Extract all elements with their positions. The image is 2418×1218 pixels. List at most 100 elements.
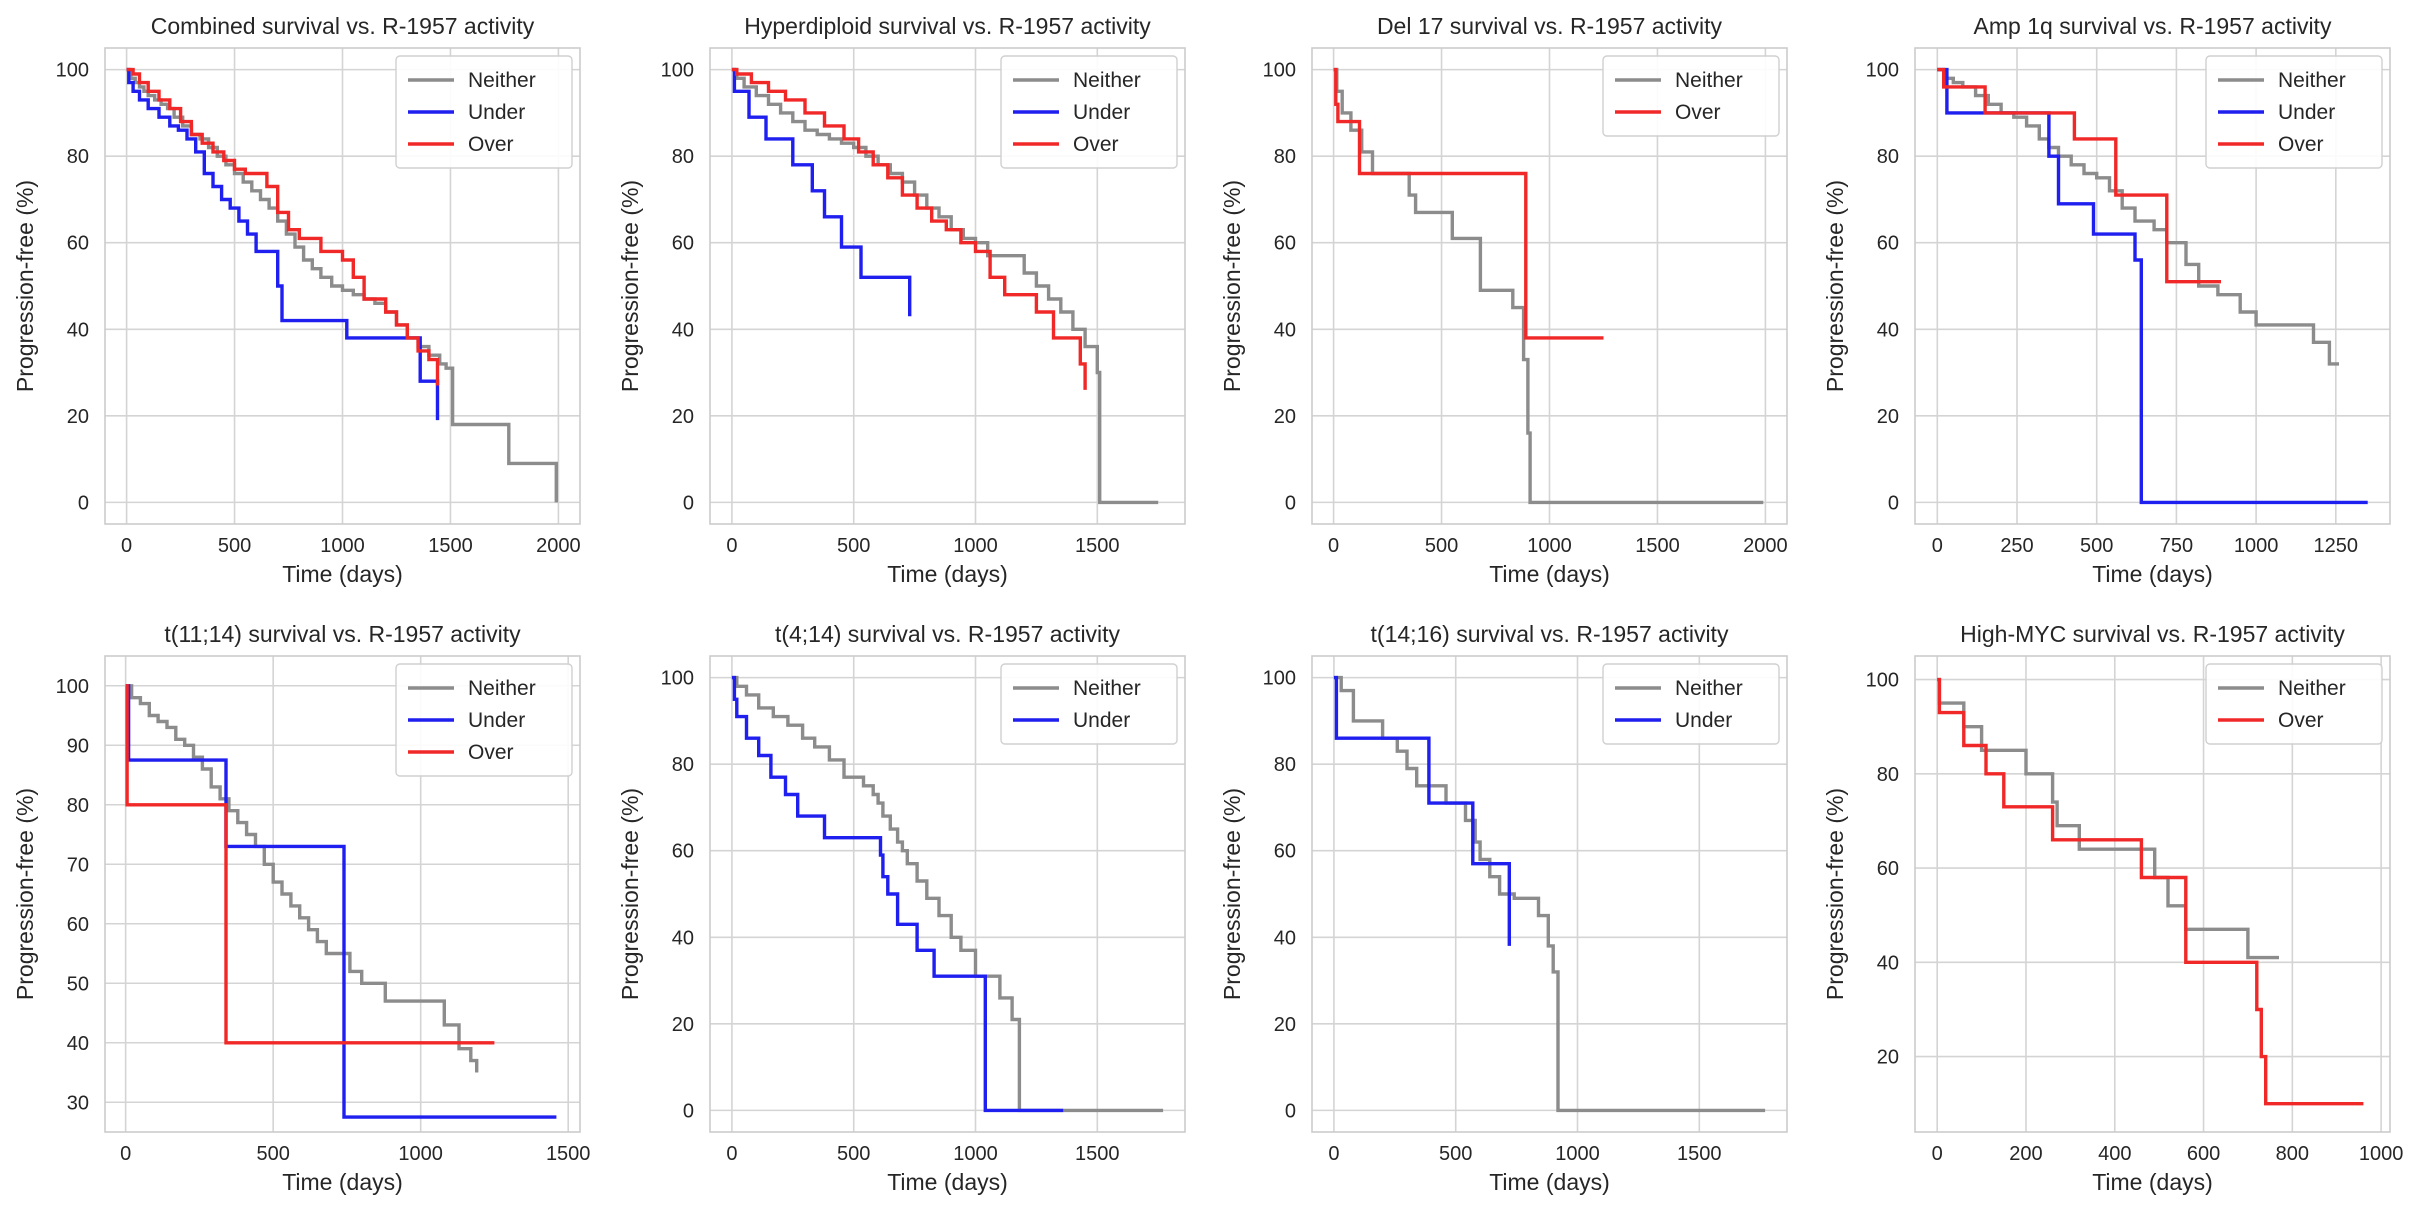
y-axis-label: Progression-free (%) — [12, 180, 38, 392]
y-tick-label: 60 — [672, 233, 694, 255]
legend-label: Neither — [1675, 677, 1743, 700]
y-tick-label: 20 — [1274, 406, 1296, 428]
chart-title: t(14;16) survival vs. R-1957 activity — [1371, 621, 1729, 647]
y-tick-label: 100 — [1263, 668, 1296, 690]
x-tick-label: 1000 — [953, 535, 998, 557]
y-tick-label: 100 — [1866, 60, 1899, 82]
y-tick-label: 100 — [1866, 670, 1899, 692]
x-axis-label: Time (days) — [282, 561, 403, 587]
x-tick-label: 200 — [2009, 1143, 2042, 1165]
y-tick-label: 40 — [672, 319, 694, 341]
legend-label: Neither — [468, 69, 536, 92]
x-tick-label: 2000 — [536, 535, 581, 557]
y-tick-label: 60 — [1274, 233, 1296, 255]
survival-panel: 0 500 1000 1500 2000 0 20 40 60 80 100 Combined sur… — [12, 13, 581, 587]
y-tick-label: 0 — [683, 492, 694, 514]
plot-frame — [709, 655, 1186, 1133]
x-tick-label: 1000 — [1527, 535, 1572, 557]
y-tick-label: 80 — [1274, 754, 1296, 776]
plot-frame — [1311, 47, 1788, 525]
survival-curve-neither — [125, 684, 479, 1073]
survival-curve-over — [1937, 677, 2364, 1106]
x-tick-label: 1250 — [2314, 535, 2359, 557]
x-tick-label: 750 — [2160, 535, 2193, 557]
x-tick-label: 0 — [726, 535, 737, 557]
x-tick-label: 250 — [2000, 535, 2033, 557]
survival-panel: 0 500 1000 1500 0 20 40 60 80 100 Hyperdiploid sur… — [617, 13, 1186, 587]
y-tick-label: 80 — [672, 754, 694, 776]
legend-label: Neither — [1675, 69, 1743, 92]
x-tick-label: 800 — [2276, 1143, 2309, 1165]
plot-frame — [1914, 47, 2391, 525]
plot-frame — [104, 47, 581, 525]
legend-label: Neither — [468, 677, 536, 700]
y-tick-label: 20 — [1274, 1014, 1296, 1036]
x-tick-label: 1500 — [546, 1143, 591, 1165]
y-axis-label: Progression-free (%) — [617, 180, 643, 392]
x-tick-label: 1000 — [320, 535, 365, 557]
y-tick-label: 60 — [1274, 841, 1296, 863]
x-axis-label: Time (days) — [2092, 561, 2213, 587]
legend: Neither Under — [1000, 663, 1178, 745]
y-tick-label: 100 — [56, 676, 89, 698]
y-tick-label: 80 — [1877, 146, 1899, 168]
y-tick-label: 20 — [672, 406, 694, 428]
legend: Neither Over — [2205, 663, 2383, 745]
survival-curve-under — [126, 67, 440, 421]
x-tick-label: 400 — [2098, 1143, 2131, 1165]
y-axis-label: Progression-free (%) — [1822, 180, 1848, 392]
x-tick-label: 1000 — [398, 1143, 443, 1165]
plot-frame — [1914, 655, 2391, 1133]
chart-title: Del 17 survival vs. R-1957 activity — [1377, 13, 1723, 39]
legend-label: Over — [2278, 709, 2324, 732]
legend-label: Under — [1675, 709, 1732, 732]
y-tick-label: 100 — [661, 668, 694, 690]
legend: Neither Under — [1602, 663, 1780, 745]
legend-label: Over — [1073, 133, 1119, 156]
x-tick-label: 500 — [1439, 1143, 1472, 1165]
legend: Neither Over — [1602, 55, 1780, 137]
y-tick-label: 0 — [1285, 492, 1296, 514]
legend-box — [1602, 55, 1780, 137]
x-tick-label: 1000 — [1555, 1143, 1600, 1165]
x-axis-label: Time (days) — [1489, 1169, 1610, 1195]
y-tick-label: 40 — [1274, 319, 1296, 341]
survival-panel: 0 250 500 750 1000 1250 0 20 40 60 80 100 Amp 1q sur… — [1822, 13, 2391, 587]
survival-curve-over — [125, 684, 495, 1045]
plot-frame — [104, 655, 581, 1133]
x-tick-label: 500 — [837, 1143, 870, 1165]
y-tick-label: 60 — [1877, 858, 1899, 880]
x-tick-label: 0 — [1932, 1143, 1943, 1165]
y-tick-label: 0 — [78, 492, 89, 514]
legend-label: Under — [468, 101, 525, 124]
legend: Neither Under Over — [395, 663, 573, 777]
y-tick-label: 100 — [56, 60, 89, 82]
y-tick-label: 60 — [672, 841, 694, 863]
x-axis-label: Time (days) — [282, 1169, 403, 1195]
y-tick-label: 40 — [1274, 927, 1296, 949]
chart-title: Hyperdiploid survival vs. R-1957 activit… — [744, 13, 1151, 39]
legend-box — [395, 663, 573, 777]
legend-label: Under — [1073, 709, 1130, 732]
survival-panel: 0 200 400 600 800 1000 20 40 60 80 100 High-MYC sur… — [1822, 621, 2403, 1195]
x-tick-label: 1500 — [1677, 1143, 1722, 1165]
survival-curve-neither — [1333, 67, 1764, 505]
x-tick-label: 500 — [837, 535, 870, 557]
y-tick-label: 80 — [67, 146, 89, 168]
x-tick-label: 0 — [726, 1143, 737, 1165]
survival-curve-under — [1333, 675, 1511, 946]
y-axis-label: Progression-free (%) — [1822, 788, 1848, 1000]
legend-box — [2205, 55, 2383, 169]
x-axis-label: Time (days) — [1489, 561, 1610, 587]
x-tick-label: 1500 — [428, 535, 473, 557]
y-tick-label: 80 — [1274, 146, 1296, 168]
y-tick-label: 0 — [683, 1100, 694, 1122]
y-tick-label: 20 — [1877, 406, 1899, 428]
x-tick-label: 0 — [1328, 535, 1339, 557]
x-tick-label: 1000 — [2234, 535, 2279, 557]
y-tick-label: 90 — [67, 735, 89, 757]
x-tick-label: 1000 — [953, 1143, 998, 1165]
legend: Neither Under Over — [2205, 55, 2383, 169]
y-tick-label: 100 — [661, 60, 694, 82]
legend: Neither Under Over — [395, 55, 573, 169]
